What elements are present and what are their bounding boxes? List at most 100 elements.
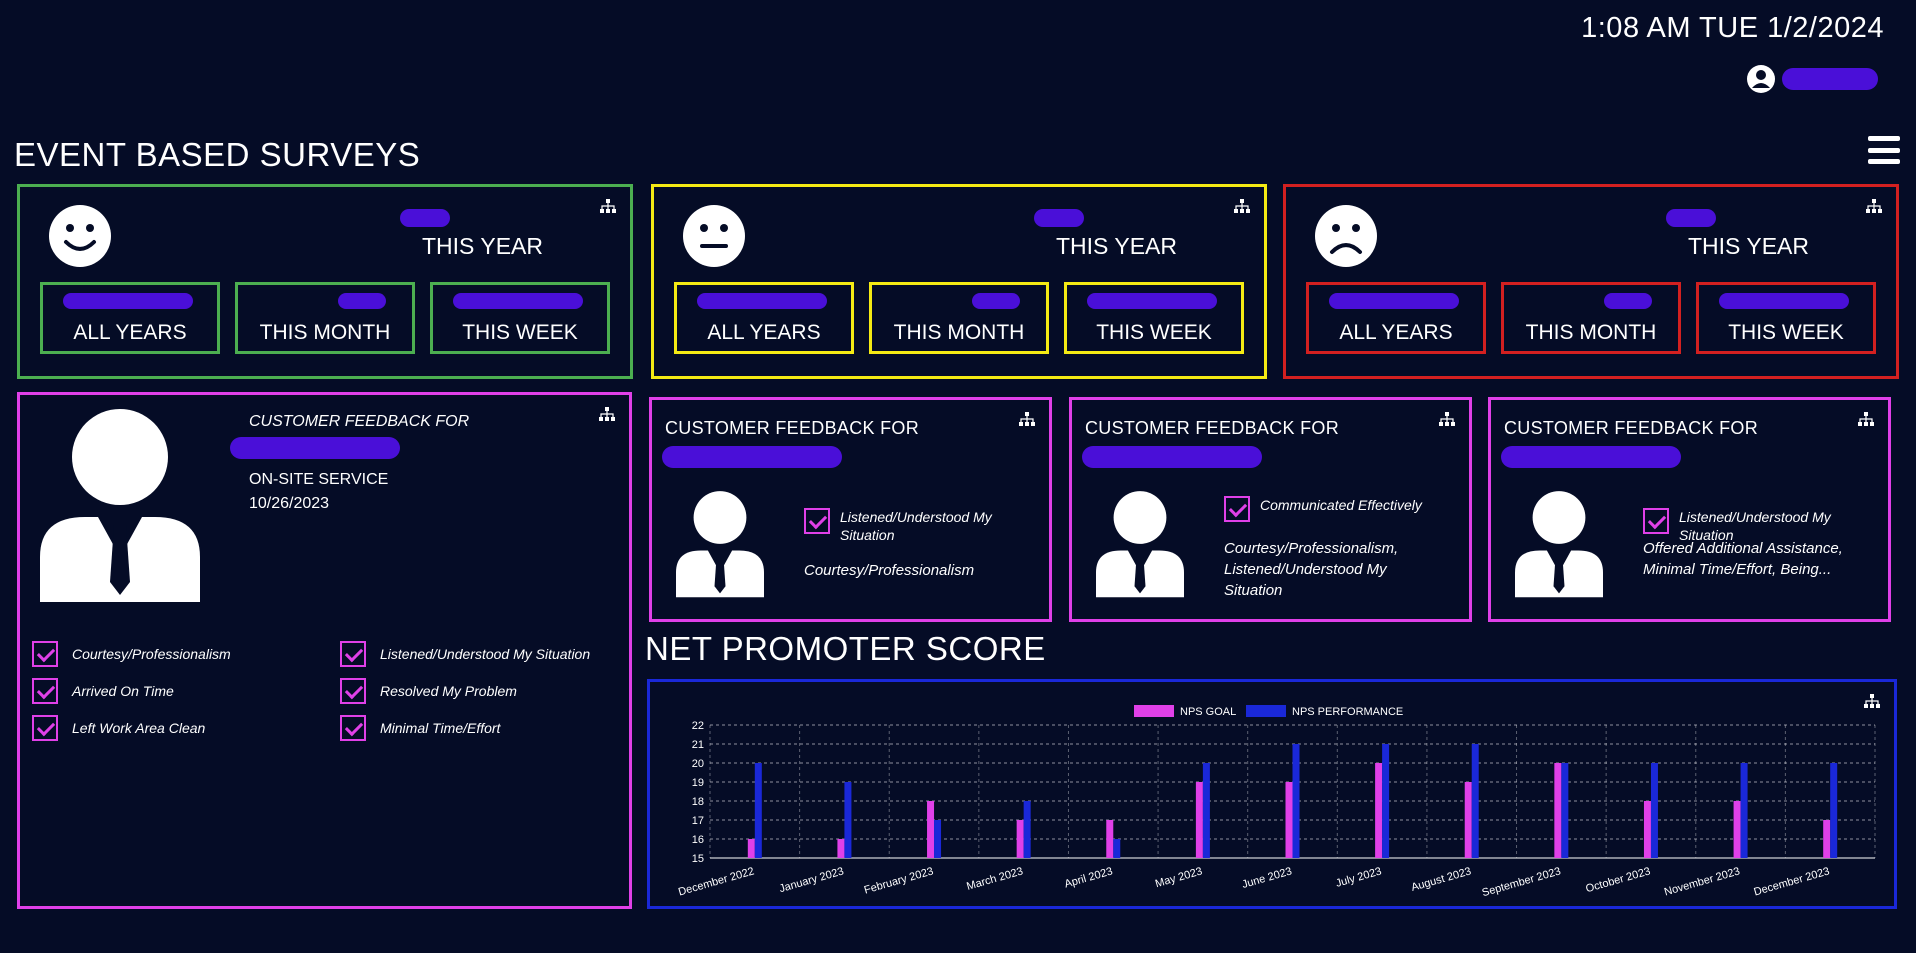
person-icon — [1515, 491, 1603, 598]
feedback-check-item: Courtesy/Professionalism — [32, 641, 231, 667]
hierarchy-icon[interactable] — [1234, 199, 1250, 213]
stat-box-all-years[interactable]: ALL YEARS — [40, 282, 220, 354]
stat-box-label: ALL YEARS — [1339, 321, 1453, 344]
feedback-heading: CUSTOMER FEEDBACK FOR — [665, 418, 919, 438]
hierarchy-icon[interactable] — [599, 407, 615, 421]
hierarchy-icon[interactable] — [1858, 412, 1874, 426]
stat-box-this-week[interactable]: THIS WEEK — [430, 282, 610, 354]
customer-name-redaction — [1082, 446, 1262, 468]
stat-box-label: THIS WEEK — [462, 321, 578, 344]
performance-bar — [1382, 744, 1390, 858]
stat-box-all-years[interactable]: ALL YEARS — [1306, 282, 1486, 354]
x-tick-label: December 2023 — [1752, 865, 1831, 898]
hierarchy-icon[interactable] — [600, 199, 616, 213]
stat-box-label: ALL YEARS — [73, 321, 187, 344]
x-tick-label: September 2023 — [1481, 865, 1563, 899]
check-label: Minimal Time/Effort — [380, 720, 501, 736]
stat-box-this-month[interactable]: THIS MONTH — [869, 282, 1049, 354]
checkbox-icon[interactable] — [1643, 508, 1669, 534]
checked-item: Listened/Understood My Situation — [1643, 508, 1863, 544]
other-feedback: Courtesy/Professionalism — [804, 562, 975, 579]
goal-bar — [1733, 801, 1741, 858]
goal-bar — [1375, 763, 1383, 858]
feedback-detail-panel: CUSTOMER FEEDBACK FOR ON-SITE SERVICE 10… — [17, 392, 632, 909]
checkbox-icon[interactable] — [340, 715, 366, 741]
checkbox-icon[interactable] — [32, 678, 58, 704]
hierarchy-icon[interactable] — [1019, 412, 1035, 426]
hierarchy-icon[interactable] — [1439, 412, 1455, 426]
customer-name-redaction — [230, 437, 400, 459]
hierarchy-icon[interactable] — [1866, 199, 1882, 213]
stat-box-this-month[interactable]: THIS MONTH — [1501, 282, 1681, 354]
legend-label-performance: NPS PERFORMANCE — [1292, 706, 1403, 718]
checkbox-icon[interactable] — [32, 641, 58, 667]
check-label: Courtesy/Professionalism — [72, 646, 231, 662]
goal-bar — [1643, 801, 1651, 858]
feedback-heading: CUSTOMER FEEDBACK FOR — [249, 413, 470, 430]
y-tick-label: 20 — [692, 758, 704, 770]
this-year-label: THIS YEAR — [422, 233, 543, 259]
feedback-check-item: Left Work Area Clean — [32, 715, 205, 741]
stat-box-this-week[interactable]: THIS WEEK — [1064, 282, 1244, 354]
stat-box-label: THIS MONTH — [893, 321, 1025, 344]
count-redaction — [400, 209, 450, 227]
feedback-date: 10/26/2023 — [249, 495, 330, 512]
hierarchy-icon[interactable] — [1864, 694, 1880, 708]
feedback-check-item: Listened/Understood My Situation — [340, 641, 590, 667]
value-redaction — [1087, 293, 1217, 309]
feedback-card[interactable]: CUSTOMER FEEDBACK FOR Listened/Understoo… — [1488, 397, 1891, 622]
customer-name-redaction — [662, 446, 842, 468]
goal-bar — [927, 801, 935, 858]
person-icon — [40, 409, 200, 602]
value-redaction — [1604, 293, 1652, 309]
feedback-check-item: Arrived On Time — [32, 678, 174, 704]
happy-face-icon — [49, 205, 111, 267]
stat-box-label: THIS MONTH — [1525, 321, 1657, 344]
checkbox-icon[interactable] — [804, 508, 830, 534]
goal-bar — [1106, 820, 1114, 858]
performance-bar — [1830, 763, 1838, 858]
performance-bar — [844, 782, 852, 858]
performance-bar — [1023, 801, 1031, 858]
value-redaction — [972, 293, 1020, 309]
x-tick-label: February 2023 — [863, 865, 935, 896]
stat-box-all-years[interactable]: ALL YEARS — [674, 282, 854, 354]
x-tick-label: October 2023 — [1584, 865, 1651, 895]
stat-box-label: THIS MONTH — [259, 321, 391, 344]
stat-box-this-week[interactable]: THIS WEEK — [1696, 282, 1876, 354]
performance-bar — [1561, 763, 1569, 858]
x-tick-label: April 2023 — [1063, 865, 1114, 890]
neutral-face-icon — [683, 205, 745, 267]
legend-swatch-goal — [1134, 705, 1174, 717]
checkbox-icon[interactable] — [32, 715, 58, 741]
x-tick-label: December 2022 — [677, 865, 756, 898]
feedback-card[interactable]: CUSTOMER FEEDBACK FOR Listened/Understoo… — [649, 397, 1052, 622]
checkbox-icon[interactable] — [340, 641, 366, 667]
x-tick-label: November 2023 — [1663, 865, 1742, 898]
goal-bar — [1016, 820, 1024, 858]
goal-bar — [837, 839, 845, 858]
goal-bar — [1554, 763, 1562, 858]
stat-box-this-month[interactable]: THIS MONTH — [235, 282, 415, 354]
date-time: 1:08 AM TUE 1/2/2024 — [1581, 12, 1884, 44]
y-tick-label: 16 — [692, 834, 704, 846]
performance-bar — [1292, 744, 1300, 858]
person-icon — [676, 491, 764, 598]
feedback-check-item: Resolved My Problem — [340, 678, 517, 704]
feedback-card[interactable]: CUSTOMER FEEDBACK FOR Communicated Effec… — [1069, 397, 1472, 622]
person-icon — [1096, 491, 1184, 598]
goal-bar — [1464, 782, 1472, 858]
goal-bar — [747, 839, 755, 858]
user-avatar-icon — [1747, 65, 1775, 93]
menu-icon[interactable] — [1868, 136, 1900, 164]
service-type: ON-SITE SERVICE — [249, 471, 389, 488]
checkbox-icon[interactable] — [340, 678, 366, 704]
checked-item: Listened/Understood My Situation — [804, 508, 1024, 544]
check-label: Left Work Area Clean — [72, 720, 206, 736]
user-menu[interactable] — [1746, 62, 1878, 100]
check-label: Resolved My Problem — [380, 683, 517, 699]
checkbox-icon[interactable] — [1224, 496, 1250, 522]
value-redaction — [338, 293, 386, 309]
y-tick-label: 17 — [692, 815, 704, 827]
checked-label: Listened/Understood My Situation — [840, 509, 992, 543]
